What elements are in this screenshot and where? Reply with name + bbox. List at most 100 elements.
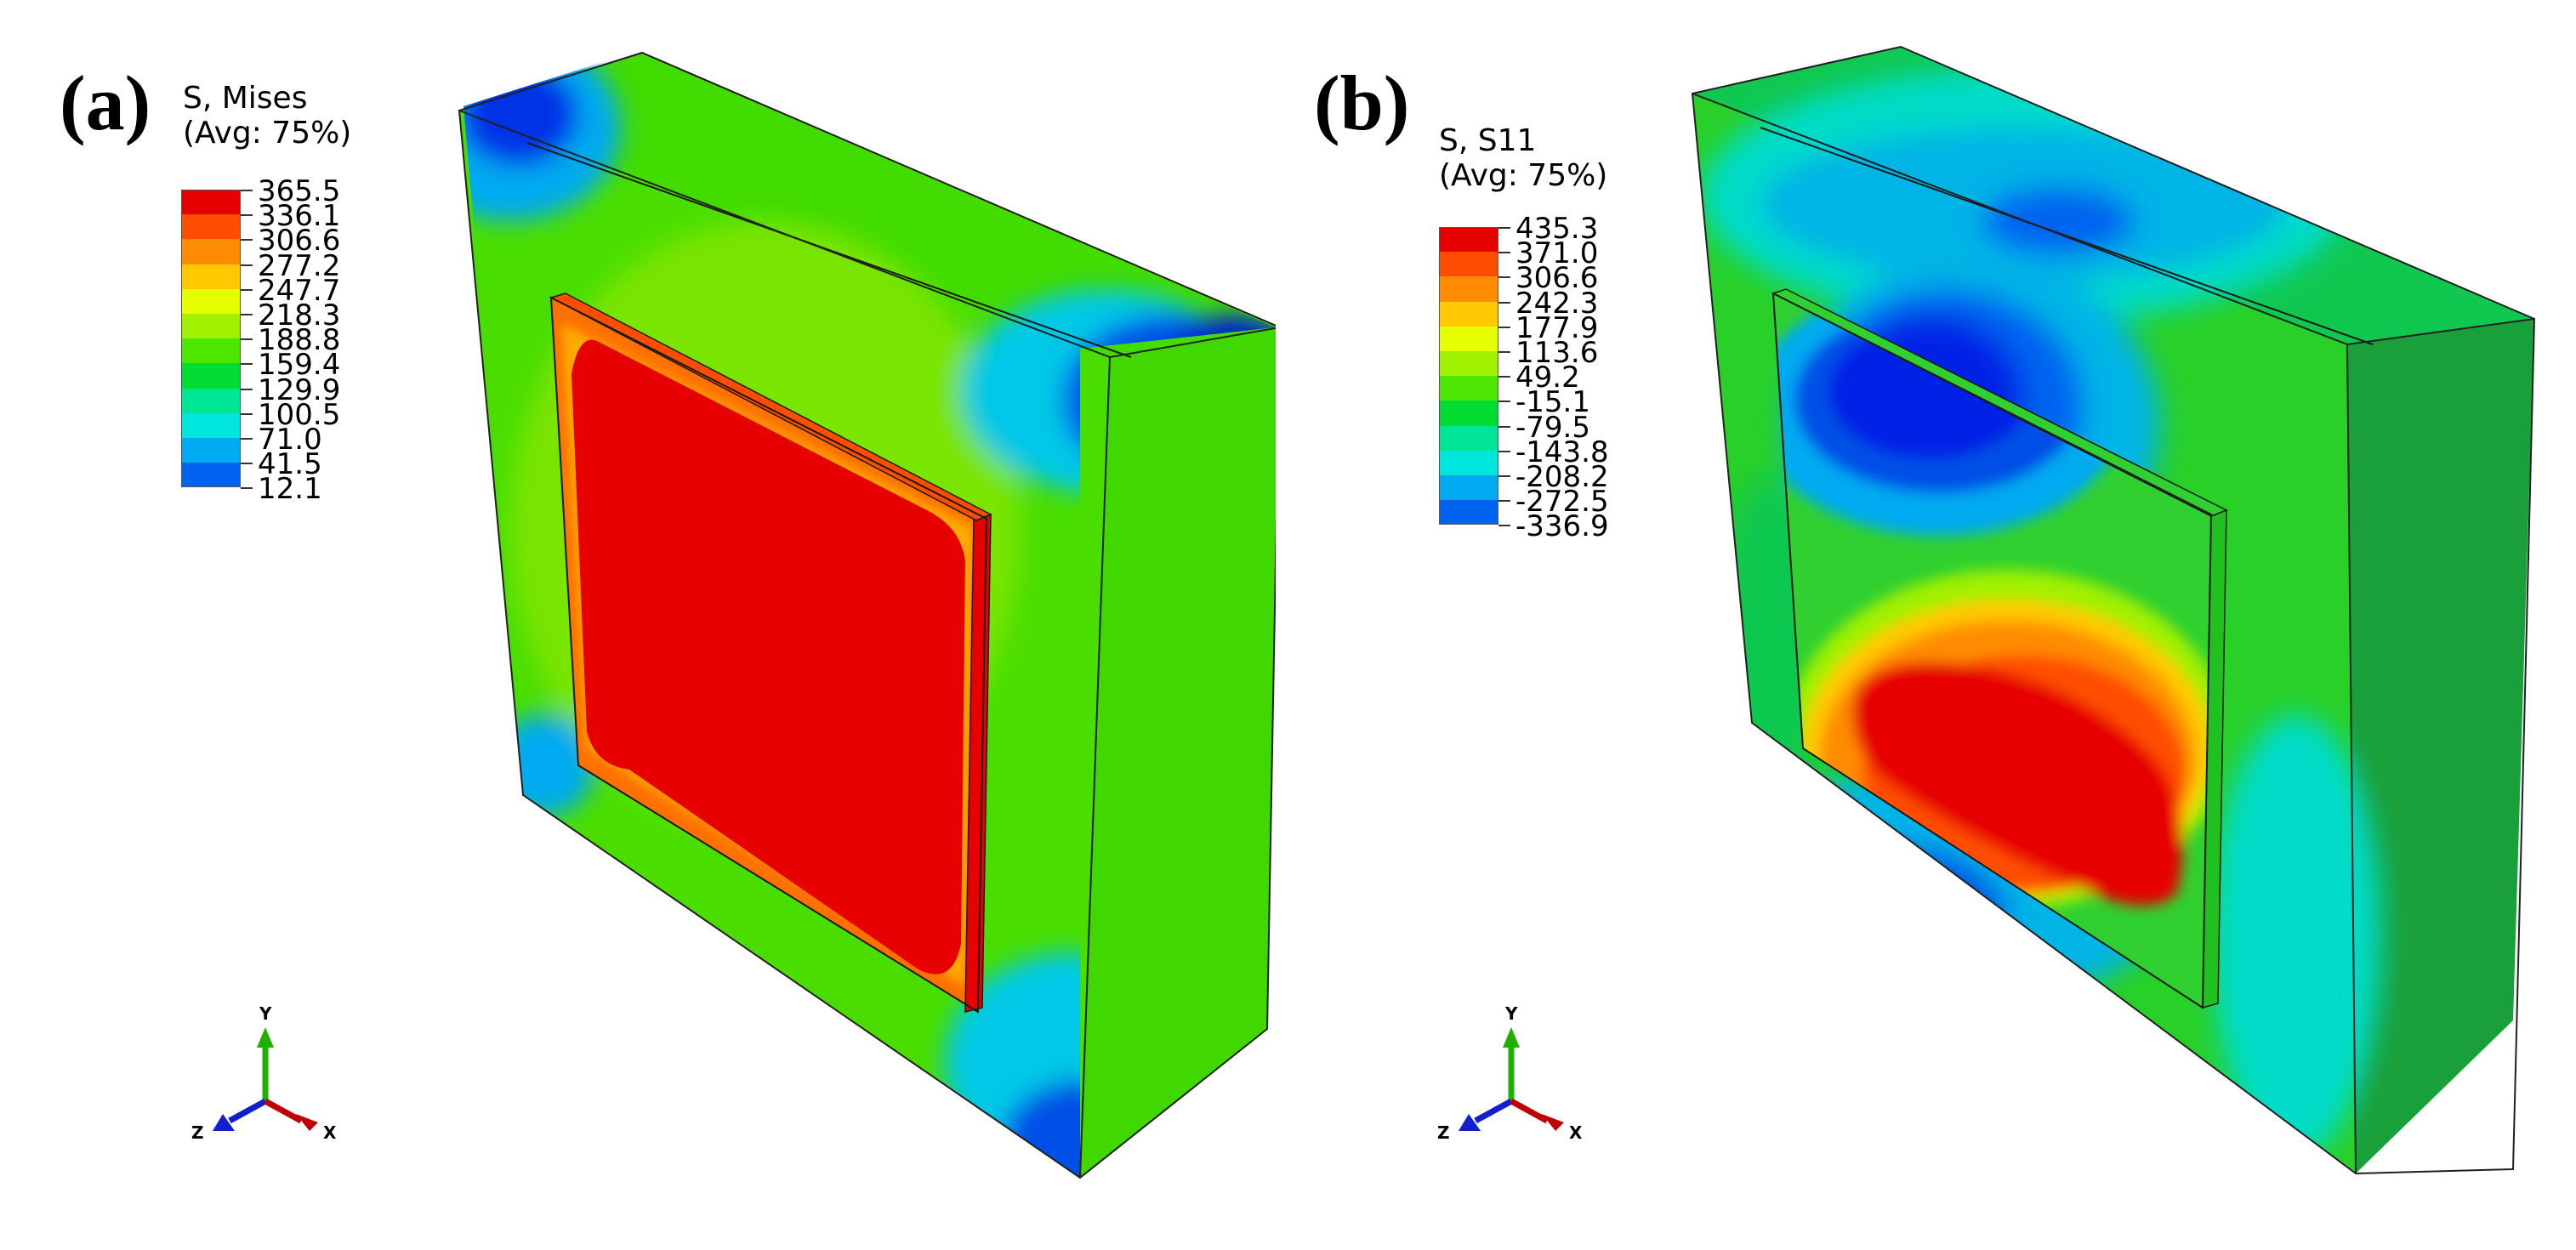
legend-tick: [1498, 450, 1510, 452]
legend-band: [181, 214, 241, 240]
legend-value: 113.6: [1515, 336, 1599, 370]
legend-tick: [241, 363, 253, 366]
legend-tick: [1498, 227, 1510, 229]
legend-band: [181, 463, 241, 488]
legend-band: [181, 363, 241, 389]
legend-band: [181, 338, 241, 364]
panel-b-model: [1691, 45, 2536, 1175]
legend-value: -79.5: [1515, 410, 1590, 445]
legend-value: 247.7: [258, 273, 341, 308]
axis-label-z-b: Z: [1437, 1122, 1450, 1143]
legend-frame: [181, 190, 241, 488]
legend-value: 365.5: [258, 174, 341, 208]
panel-a-model: [458, 51, 1276, 1179]
axis-label-y-a: Y: [259, 1003, 272, 1024]
legend-band: [1439, 301, 1498, 327]
legend-tick: [1498, 525, 1510, 527]
legend-tick: [1498, 276, 1510, 279]
legend-title-b-line1: S, S11: [1439, 123, 1537, 158]
legend-tick: [241, 487, 253, 490]
axis-triad-b: [1459, 1027, 1564, 1131]
block-top-face: [459, 53, 1276, 357]
legend-value: 159.4: [258, 348, 341, 383]
legend-tick: [241, 388, 253, 390]
legend-tick: [1498, 401, 1510, 403]
panel-a-mises: (a) S, Mises (Avg: 75%) 365.5 336.1 306.6 2…: [0, 0, 1276, 1250]
legend-value: 41.5: [258, 447, 322, 482]
axis-label-z-a: Z: [191, 1122, 204, 1143]
legend-value: 129.9: [258, 372, 341, 407]
legend-band: [181, 239, 241, 264]
legend-tick: [241, 214, 253, 217]
legend-value: 218.3: [258, 298, 341, 332]
block-side-face: [2347, 319, 2534, 1173]
panel-label-b: (b): [1314, 60, 1410, 146]
legend-band: [181, 412, 241, 438]
legend-band: [181, 264, 241, 289]
legend-value: 188.8: [258, 323, 341, 358]
legend-title-a: S, Mises (Avg: 75%): [183, 81, 351, 151]
legend-tick: [241, 338, 253, 341]
axis-label-x-a: X: [323, 1122, 337, 1143]
legend-band: [1439, 276, 1498, 302]
legend-tick: [241, 314, 253, 315]
legend-value: 12.1: [258, 472, 322, 507]
legend-tick: [1498, 425, 1510, 428]
axis-label-y-b: Y: [1505, 1003, 1518, 1024]
panel-label-a: (a): [60, 60, 151, 146]
legend-band: [181, 190, 241, 215]
legend-value: 71.0: [258, 423, 322, 457]
legend-title-b: S, S11 (Avg: 75%): [1439, 123, 1607, 194]
legend-tick: [241, 288, 253, 291]
legend-tick: [241, 239, 253, 241]
legend-band: [1439, 376, 1498, 401]
axis-triad-a: [213, 1027, 318, 1131]
legend-band: [181, 438, 241, 463]
legend-band: [1439, 252, 1498, 277]
legend-tick: [1498, 475, 1510, 477]
legend-value: -208.2: [1515, 460, 1609, 494]
legend-value: -143.8: [1515, 435, 1609, 469]
legend-band: [1439, 450, 1498, 475]
legend-value: 306.6: [258, 224, 341, 259]
legend-tick: [1498, 252, 1510, 254]
legend-tick: [1498, 376, 1510, 378]
block-side-face: [1080, 327, 1276, 1178]
legend-band: [1439, 351, 1498, 377]
legend-value: 49.2: [1515, 361, 1580, 395]
legend-value: 177.9: [1515, 310, 1599, 345]
legend-band: [181, 314, 241, 339]
legend-value: 277.2: [258, 248, 341, 283]
legend-value: 435.3: [1515, 212, 1599, 246]
legend-tick: [241, 190, 253, 191]
axis-label-x-b: X: [1569, 1122, 1583, 1143]
legend-value: 100.5: [258, 397, 341, 432]
legend-band: [1439, 425, 1498, 451]
legend-frame: [1439, 227, 1498, 526]
legend-band: [1439, 475, 1498, 501]
legend-band: [1439, 401, 1498, 426]
legend-value: 371.0: [1515, 236, 1599, 271]
legend-value: -336.9: [1515, 509, 1609, 544]
legend-band: [181, 288, 241, 314]
legend-value: 306.6: [1515, 261, 1599, 296]
legend-tick: [241, 438, 253, 440]
legend-title-a-line2: (Avg: 75%): [183, 116, 352, 151]
legend-title-a-line1: S, Mises: [183, 81, 308, 116]
legend-band: [181, 388, 241, 413]
panel-b-s11: (b) S, S11 (Avg: 75%) 435.3 371.0 306.6 242…: [1276, 0, 2576, 1250]
legend-band: [1439, 326, 1498, 351]
legend-title-b-line2: (Avg: 75%): [1439, 158, 1608, 194]
legend-tick: [241, 412, 253, 415]
legend-tick: [1498, 351, 1510, 353]
legend-value: 336.1: [258, 199, 341, 234]
legend-tick: [1498, 326, 1510, 328]
legend-value: -272.5: [1515, 485, 1609, 520]
legend-tick: [241, 463, 253, 465]
legend-tick: [241, 264, 253, 266]
legend-value: 242.3: [1515, 286, 1599, 321]
legend-value: -15.1: [1515, 385, 1590, 420]
legend-tick: [1498, 301, 1510, 304]
legend-band: [1439, 500, 1498, 526]
legend-tick: [1498, 500, 1510, 503]
